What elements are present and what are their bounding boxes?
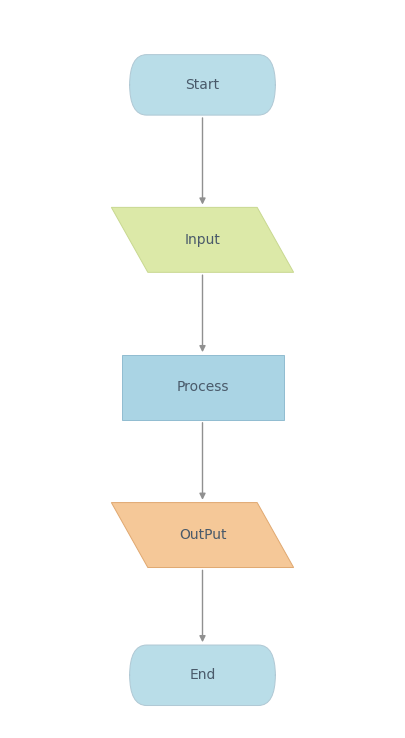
Bar bbox=[122, 355, 284, 420]
Text: Input: Input bbox=[185, 233, 220, 246]
Text: OutPut: OutPut bbox=[179, 528, 226, 542]
Text: Start: Start bbox=[185, 78, 220, 92]
Polygon shape bbox=[111, 207, 294, 272]
FancyBboxPatch shape bbox=[130, 55, 275, 115]
FancyBboxPatch shape bbox=[130, 645, 275, 706]
Text: Process: Process bbox=[176, 381, 229, 394]
Text: End: End bbox=[189, 669, 216, 682]
Polygon shape bbox=[111, 503, 294, 568]
